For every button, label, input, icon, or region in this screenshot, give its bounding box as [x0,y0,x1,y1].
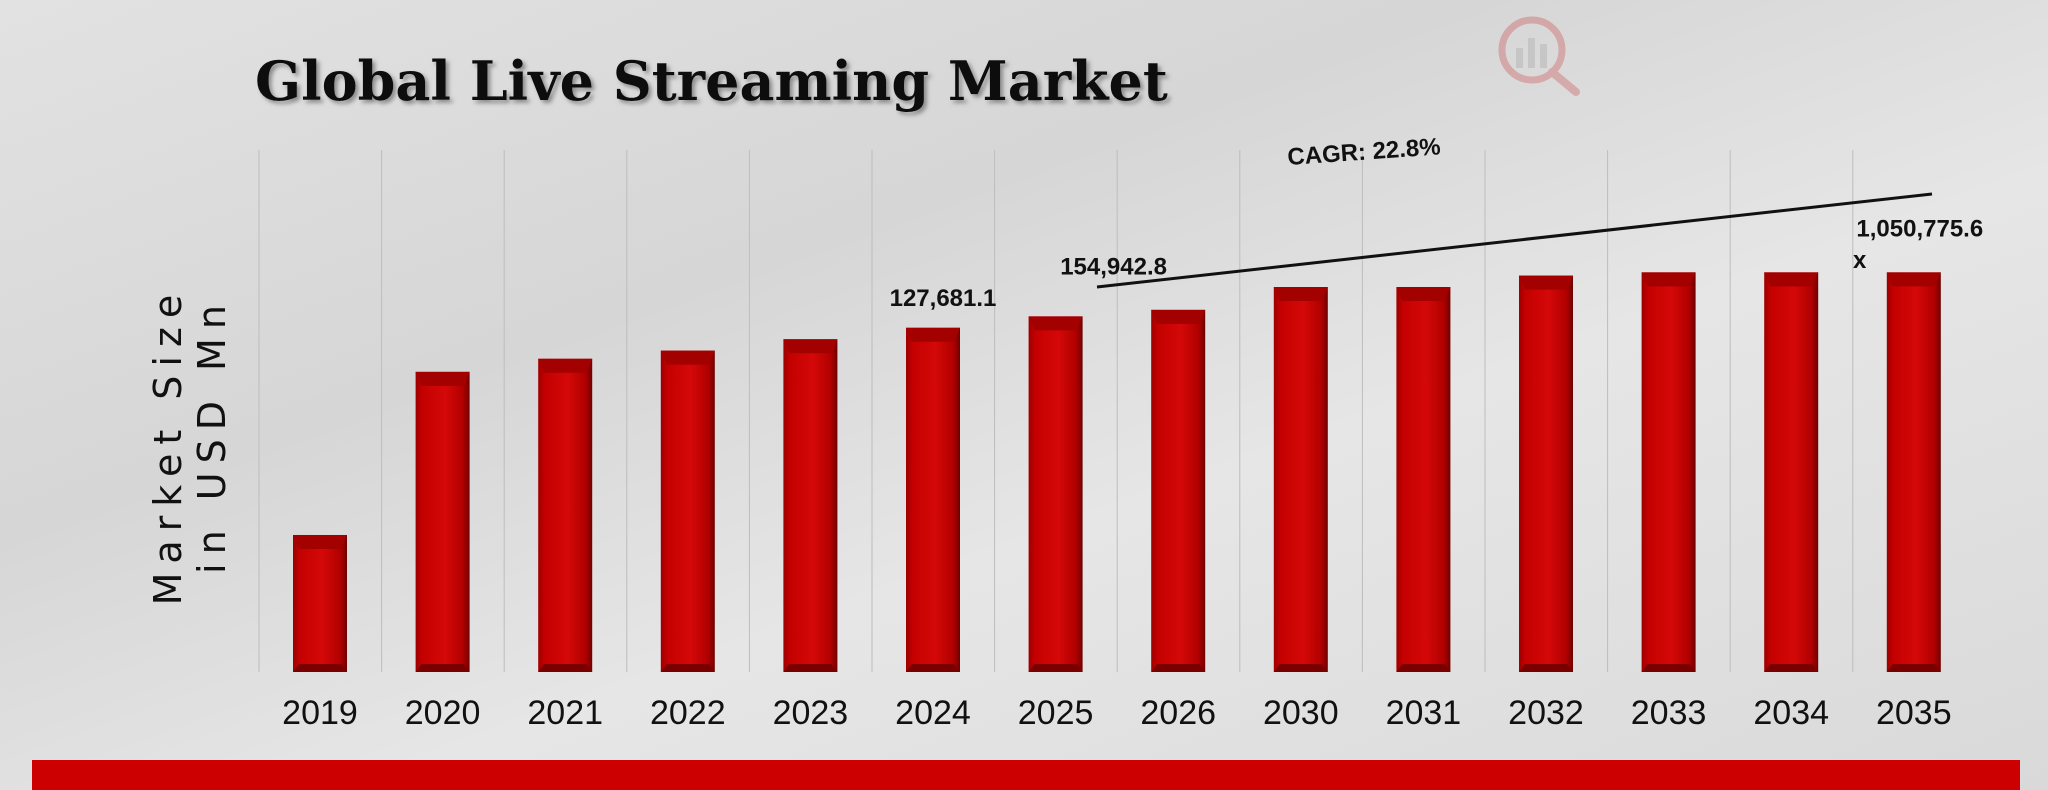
cagr-label: CAGR: 22.8% [1287,133,1442,171]
bar-bottom-bevel [415,664,470,672]
bar-top-bevel [1028,316,1083,331]
bar-body [1151,309,1206,672]
bar-top-bevel [660,350,715,365]
bar-body [1396,287,1451,672]
bar-bottom-bevel [660,664,715,672]
bar-bottom-bevel [1151,664,1206,672]
bar-bottom-bevel [1396,664,1451,672]
grid-lines [258,150,1854,672]
bar-2031 [1396,287,1451,672]
end-marker: x [1853,247,1867,274]
data-label-2025: 154,942.8 [1060,253,1167,280]
bar-2023 [783,339,838,672]
data-labels: 127,681.1 154,942.8 1,050,775.6 [890,215,1984,311]
bar-2021 [538,358,593,672]
y-axis-label-line-1: Market Size [146,286,190,606]
bar-bottom-bevel [1886,664,1941,672]
bar-2024 [906,327,960,672]
y-axis-label: Market Size in USD Mn [146,265,234,606]
x-tick-label: 2032 [1508,694,1584,732]
footer-bar [32,760,2020,790]
x-tick-label: 2023 [773,694,849,732]
bar-top-bevel [1886,272,1941,287]
x-axis-ticks: 2019 2020 2021 2022 2023 2024 2025 2026 2030 2031… [282,694,1951,732]
bar-2026 [1151,309,1206,672]
bar-2022 [660,350,715,672]
bar-bottom-bevel [1641,664,1696,672]
bar-top-bevel [293,534,347,549]
bar-body [1519,275,1573,672]
x-tick-label: 2025 [1018,694,1094,732]
x-tick-label: 2034 [1753,694,1829,732]
bar-body [1886,272,1941,672]
bar-2033 [1641,272,1696,672]
bar-2030 [1273,287,1328,672]
bar-bottom-bevel [906,664,960,672]
watermark-logo-icon [1498,16,1580,96]
bar-bottom-bevel [783,664,838,672]
bar-body [1641,272,1696,672]
bar-top-bevel [1519,275,1573,290]
bar-body [415,371,470,672]
bar-bottom-bevel [538,664,593,672]
bar-top-bevel [906,327,960,342]
bar-top-bevel [538,358,593,373]
bar-body [1764,272,1819,672]
bar-top-bevel [1764,272,1819,287]
x-tick-label: 2019 [282,694,358,732]
x-tick-label: 2020 [405,694,481,732]
bar-top-bevel [1273,287,1328,302]
bar-2020 [415,371,470,672]
bar-body [783,339,838,672]
bar-top-bevel [1396,287,1451,302]
cagr-trend-line [1096,192,1933,289]
bar-top-bevel [1641,272,1696,287]
bar-2032 [1519,275,1573,672]
bar-2034 [1764,272,1819,672]
bar-top-bevel [415,371,470,386]
bar-body [660,350,715,672]
bar-body [1273,287,1328,672]
x-tick-label: 2022 [650,694,726,732]
x-tick-label: 2031 [1386,694,1462,732]
bar-bottom-bevel [1519,664,1573,672]
bar-body [293,534,347,672]
x-tick-label: 2026 [1140,694,1216,732]
bar-top-bevel [783,339,838,354]
x-tick-label: 2035 [1876,694,1952,732]
x-tick-label: 2033 [1631,694,1707,732]
bars [293,272,1941,672]
bar-body [906,327,960,672]
bar-bottom-bevel [293,664,347,672]
bar-bottom-bevel [1764,664,1819,672]
data-label-2035: 1,050,775.6 [1856,215,1983,242]
data-label-2024: 127,681.1 [890,285,997,312]
bar-body [538,358,593,672]
bar-2019 [293,534,347,672]
bar-bottom-bevel [1028,664,1083,672]
y-axis-label-line-2: in USD Mn [190,296,234,574]
bar-body [1028,316,1083,672]
bar-bottom-bevel [1273,664,1328,672]
bar-2025 [1028,316,1083,672]
bar-2035 [1886,272,1941,672]
x-tick-label: 2021 [527,694,603,732]
x-tick-label: 2030 [1263,694,1339,732]
x-tick-label: 2024 [895,694,971,732]
bar-top-bevel [1151,309,1206,324]
chart-title: Global Live Streaming Market [255,49,1168,113]
